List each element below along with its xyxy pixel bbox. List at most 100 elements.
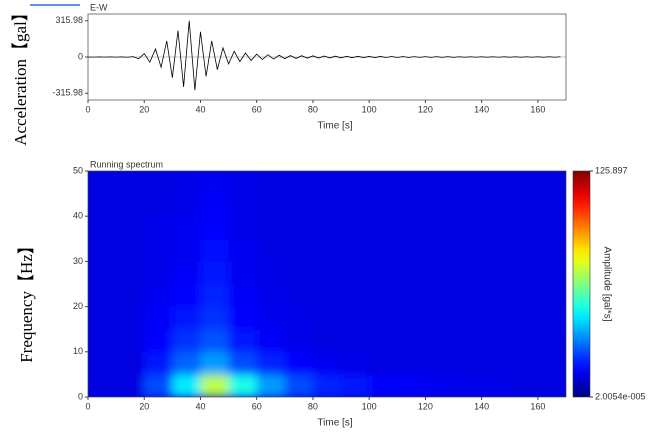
heat-cell (425, 216, 455, 240)
heat-cell (144, 261, 173, 285)
heat-cell (312, 329, 342, 353)
heat-cell (537, 329, 566, 353)
heat-cell (116, 216, 145, 240)
heat-cell (509, 261, 539, 285)
heat-cell (509, 306, 539, 330)
x-axis-label: Time [s] (317, 121, 352, 132)
heat-cell (453, 261, 483, 285)
y-axis-label: Acceleration【gal】 (11, 4, 30, 146)
x-tick-label: 100 (362, 401, 377, 411)
heat-cell (537, 374, 566, 397)
heat-cell (284, 171, 314, 195)
heat-cell (369, 261, 398, 285)
heat-cell (341, 216, 370, 240)
heat-cell (284, 261, 314, 285)
heat-cell (425, 306, 455, 330)
x-tick-label: 20 (139, 401, 149, 411)
heat-cell (88, 374, 117, 397)
heat-cell (116, 306, 145, 330)
heat-cell (481, 238, 511, 262)
heat-cell (537, 351, 566, 375)
heat-cell (397, 193, 426, 217)
heat-cell (144, 329, 173, 353)
heat-cell (481, 171, 511, 195)
heat-cell (144, 193, 173, 217)
heat-cell (425, 238, 455, 262)
heat-cell (369, 238, 398, 262)
x-tick-label: 40 (195, 104, 205, 114)
heat-cell (509, 216, 539, 240)
y-tick-label: 315.98 (55, 15, 83, 25)
colorbar (572, 170, 591, 398)
heat-cell (453, 284, 483, 308)
heat-cell (256, 193, 286, 217)
x-tick-label: 140 (474, 104, 489, 114)
heat-cell (116, 171, 145, 195)
heat-cell (88, 261, 117, 285)
heat-cell (256, 216, 286, 240)
heat-cell (425, 171, 455, 195)
heat-cell (369, 216, 398, 240)
heat-cell (200, 329, 230, 353)
y-tick-label: 30 (73, 256, 83, 266)
heat-cell (144, 374, 173, 397)
heat-cell (481, 329, 511, 353)
heat-cell (537, 238, 566, 262)
heat-cell (397, 261, 426, 285)
heat-cell (537, 284, 566, 308)
heat-cell (172, 374, 201, 397)
heat-cell (481, 216, 511, 240)
heat-cell (116, 351, 145, 375)
cells-clip (88, 171, 566, 397)
heat-cell (509, 374, 539, 397)
heat-cell (481, 261, 511, 285)
heat-cell (284, 374, 314, 397)
heat-cell (88, 351, 117, 375)
x-tick-label: 0 (85, 104, 90, 114)
y-tick-label: 0 (78, 51, 83, 61)
heat-cell (369, 193, 398, 217)
heat-cell (88, 216, 117, 240)
heat-cell (537, 261, 566, 285)
heat-cell (88, 193, 117, 217)
heat-cell (312, 238, 342, 262)
heat-cell (537, 171, 566, 195)
heat-cell (172, 284, 201, 308)
heat-cell (256, 238, 286, 262)
heat-cell (200, 351, 230, 375)
heat-cell (537, 216, 566, 240)
heat-cell (200, 216, 230, 240)
heat-cell (228, 374, 258, 397)
heat-cell (116, 374, 145, 397)
heat-cell (509, 193, 539, 217)
x-axis-label: Time [s] (317, 418, 352, 429)
heat-cell (369, 284, 398, 308)
heat-cell (256, 171, 286, 195)
heat-cell (509, 351, 539, 375)
heat-cell (88, 171, 117, 195)
heat-cell (341, 329, 370, 353)
heat-cell (228, 216, 258, 240)
heat-cell (509, 238, 539, 262)
chart-title: E-W (90, 2, 108, 12)
heat-cell (312, 374, 342, 397)
heat-cell (284, 284, 314, 308)
heat-cell (284, 329, 314, 353)
heat-cell (397, 374, 426, 397)
heat-cell (116, 284, 145, 308)
heat-cell (453, 351, 483, 375)
heat-cell (509, 284, 539, 308)
heat-cell (200, 284, 230, 308)
heat-cell (453, 238, 483, 262)
heat-cell (144, 216, 173, 240)
heat-cell (369, 374, 398, 397)
heat-cell (172, 351, 201, 375)
x-tick-label: 100 (362, 104, 377, 114)
heat-cell (88, 238, 117, 262)
heat-cell (425, 284, 455, 308)
heat-cell (228, 351, 258, 375)
heat-cell (172, 193, 201, 217)
heat-cell (172, 216, 201, 240)
heat-cell (200, 193, 230, 217)
y-tick-label: 50 (73, 165, 83, 175)
